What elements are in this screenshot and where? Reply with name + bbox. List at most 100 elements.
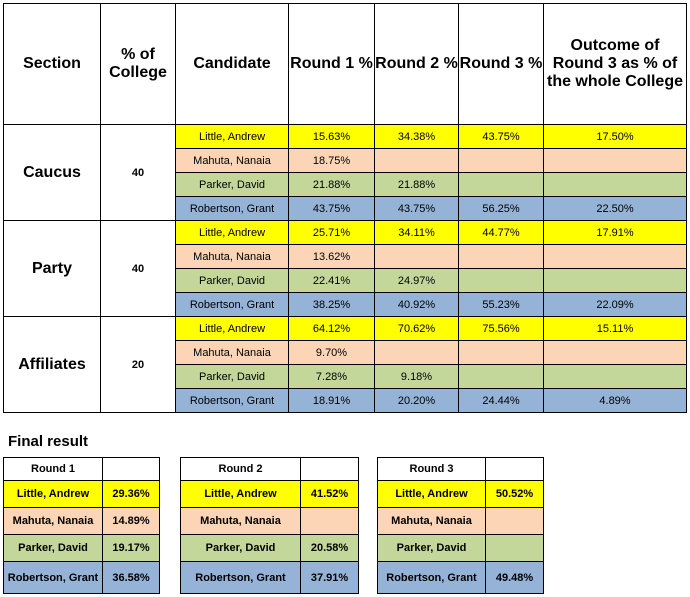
table-row: Robertson, Grant 18.91% 20.20% 24.44% 4.… xyxy=(4,388,687,413)
candidate-name: Little, Andrew xyxy=(175,316,289,341)
round3-value: 24.44% xyxy=(458,388,544,413)
section-pct: 20 xyxy=(100,316,176,413)
round2-value: 20.20% xyxy=(374,388,459,413)
round2-value: 24.97% xyxy=(374,268,459,293)
final-value: 37.91% xyxy=(300,561,359,594)
round3-value xyxy=(458,148,544,173)
section-pct: 40 xyxy=(100,220,176,317)
final-value: 36.58% xyxy=(102,561,160,594)
candidate-name: Robertson, Grant xyxy=(175,292,289,317)
section-pct: 40 xyxy=(100,124,176,221)
round3-value: 75.56% xyxy=(458,316,544,341)
outcome-value xyxy=(543,268,687,293)
round3-value xyxy=(458,244,544,269)
table-row: Mahuta, Nanaia 18.75% xyxy=(4,148,687,173)
outcome-value xyxy=(543,340,687,365)
round1-value: 18.91% xyxy=(288,388,375,413)
outcome-value: 4.89% xyxy=(543,388,687,413)
table-row: Mahuta, Nanaia 9.70% xyxy=(4,340,687,365)
table-row: Parker, David 7.28% 9.18% xyxy=(4,364,687,389)
final-round-label: Round 2 xyxy=(180,457,301,481)
outcome-value xyxy=(543,364,687,389)
outcome-value: 22.50% xyxy=(543,196,687,221)
header-row: Section % of College Candidate Round 1 %… xyxy=(3,3,687,125)
final-candidate: Parker, David xyxy=(180,534,301,562)
final-candidate: Parker, David xyxy=(377,534,486,562)
candidate-name: Mahuta, Nanaia xyxy=(175,148,289,173)
final-candidate: Mahuta, Nanaia xyxy=(180,507,301,535)
header-round3: Round 3 % xyxy=(458,3,544,125)
table-row: Caucus 40 Little, Andrew 15.63% 34.38% 4… xyxy=(3,124,687,221)
final-candidate: Robertson, Grant xyxy=(377,561,486,594)
outcome-value: 22.09% xyxy=(543,292,687,317)
final-candidate: Little, Andrew xyxy=(3,480,103,508)
round1-value: 43.75% xyxy=(288,196,375,221)
final-round3-table: Round 3 Little, Andrew 50.52% Mahuta, Na… xyxy=(377,457,544,594)
round1-value: 22.41% xyxy=(288,268,375,293)
final-round1-table: Round 1 Little, Andrew 29.36% Mahuta, Na… xyxy=(3,457,160,594)
candidate-name: Mahuta, Nanaia xyxy=(175,244,289,269)
candidate-name: Robertson, Grant xyxy=(175,388,289,413)
final-value: 29.36% xyxy=(102,480,160,508)
round2-value xyxy=(374,148,459,173)
round2-value: 21.88% xyxy=(374,172,459,197)
header-outcome: Outcome of Round 3 as % of the whole Col… xyxy=(543,3,687,125)
round3-value: 44.77% xyxy=(458,220,544,245)
round3-value xyxy=(458,268,544,293)
outcome-value xyxy=(543,172,687,197)
round1-value: 25.71% xyxy=(288,220,375,245)
round1-value: 15.63% xyxy=(288,124,375,149)
final-value xyxy=(300,507,359,535)
table-row: Robertson, Grant 43.75% 43.75% 56.25% 22… xyxy=(4,196,687,221)
round2-value: 34.38% xyxy=(374,124,459,149)
round1-value: 7.28% xyxy=(288,364,375,389)
final-candidate: Mahuta, Nanaia xyxy=(377,507,486,535)
final-value: 20.58% xyxy=(300,534,359,562)
section-name: Affiliates xyxy=(3,316,101,413)
outcome-value xyxy=(543,148,687,173)
section-name: Party xyxy=(3,220,101,317)
candidate-name: Little, Andrew xyxy=(175,124,289,149)
outcome-value: 15.11% xyxy=(543,316,687,341)
round2-value: 43.75% xyxy=(374,196,459,221)
final-round-label: Round 3 xyxy=(377,457,486,481)
round2-value: 70.62% xyxy=(374,316,459,341)
final-value: 49.48% xyxy=(485,561,544,594)
round3-value xyxy=(458,340,544,365)
candidate-name: Parker, David xyxy=(175,364,289,389)
round1-value: 18.75% xyxy=(288,148,375,173)
outcome-value: 17.50% xyxy=(543,124,687,149)
final-candidate: Mahuta, Nanaia xyxy=(3,507,103,535)
round1-value: 38.25% xyxy=(288,292,375,317)
final-candidate: Little, Andrew xyxy=(377,480,486,508)
final-round-label: Round 1 xyxy=(3,457,103,481)
candidate-name: Little, Andrew xyxy=(175,220,289,245)
empty-cell xyxy=(300,457,359,481)
header-pct-college: % of College xyxy=(100,3,176,125)
table-row: Parker, David 21.88% 21.88% xyxy=(4,172,687,197)
empty-cell xyxy=(102,457,160,481)
round2-value: 40.92% xyxy=(374,292,459,317)
final-value xyxy=(485,534,544,562)
final-result-title: Final result xyxy=(8,433,89,450)
outcome-value: 17.91% xyxy=(543,220,687,245)
table-row: Robertson, Grant 38.25% 40.92% 55.23% 22… xyxy=(4,292,687,317)
table-row: Affiliates 20 Little, Andrew 64.12% 70.6… xyxy=(3,316,687,413)
round2-value xyxy=(374,244,459,269)
final-value: 50.52% xyxy=(485,480,544,508)
round1-value: 9.70% xyxy=(288,340,375,365)
final-value: 19.17% xyxy=(102,534,160,562)
header-round1: Round 1 % xyxy=(288,3,375,125)
round2-value: 9.18% xyxy=(374,364,459,389)
final-candidate: Parker, David xyxy=(3,534,103,562)
header-round2: Round 2 % xyxy=(374,3,459,125)
round2-value: 34.11% xyxy=(374,220,459,245)
empty-cell xyxy=(485,457,544,481)
final-candidate: Robertson, Grant xyxy=(180,561,301,594)
final-value: 41.52% xyxy=(300,480,359,508)
candidate-name: Parker, David xyxy=(175,172,289,197)
round3-value: 43.75% xyxy=(458,124,544,149)
round3-value xyxy=(458,364,544,389)
final-value xyxy=(485,507,544,535)
table-row: Party 40 Little, Andrew 25.71% 34.11% 44… xyxy=(3,220,687,317)
